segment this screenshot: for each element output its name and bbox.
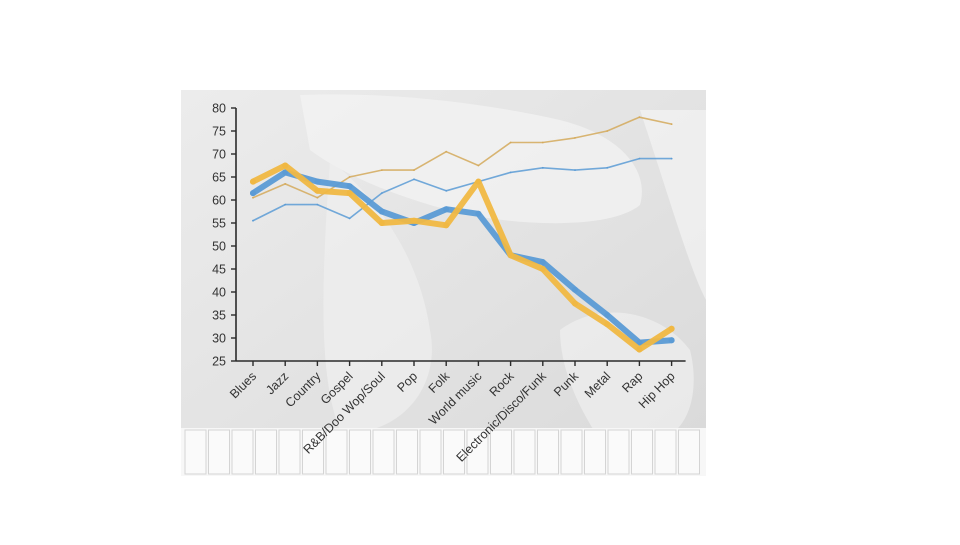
data-point (282, 162, 289, 169)
y-tick-label: 55 (212, 217, 226, 231)
data-point (541, 166, 544, 169)
data-point (509, 141, 512, 144)
data-point (507, 252, 514, 259)
piano-key (584, 429, 606, 475)
y-tick-label: 60 (212, 194, 226, 208)
data-point (668, 337, 675, 344)
piano-key (184, 429, 207, 475)
series-layer (250, 116, 675, 353)
data-point (316, 196, 319, 199)
data-point (636, 339, 643, 346)
y-tick-label: 45 (212, 263, 226, 277)
piano-key (325, 429, 348, 475)
data-point (348, 176, 351, 178)
data-point (606, 130, 609, 132)
y-tick-label: 25 (212, 355, 226, 369)
piano-key (302, 429, 324, 475)
data-point (445, 189, 448, 192)
data-point (443, 206, 450, 213)
data-point (670, 123, 673, 125)
piano-key (278, 429, 301, 475)
data-point (378, 208, 385, 215)
data-point (638, 116, 641, 119)
data-point (539, 259, 546, 266)
piano-keys-decoration (184, 429, 700, 475)
data-point (314, 178, 321, 185)
piano-key (654, 429, 677, 475)
data-point (250, 178, 256, 185)
data-point (348, 217, 351, 220)
piano-key (372, 429, 395, 475)
piano-key (419, 429, 442, 475)
data-point (380, 169, 383, 172)
y-tick-label: 40 (212, 286, 226, 300)
y-tick-label: 80 (212, 102, 226, 116)
piano-key (255, 429, 277, 475)
data-point (539, 266, 546, 272)
y-tick-label: 50 (212, 240, 226, 254)
data-point (346, 190, 353, 197)
data-point (252, 196, 254, 199)
data-point (668, 325, 675, 332)
data-point (413, 178, 415, 181)
series-line-2 (250, 162, 675, 353)
piano-key (537, 429, 559, 475)
data-point (638, 157, 641, 160)
data-point (284, 183, 287, 185)
series-line-1 (250, 169, 675, 346)
piano-key (349, 429, 371, 475)
data-point (380, 192, 383, 195)
data-point (314, 187, 321, 194)
data-point (604, 312, 611, 318)
data-point (509, 171, 512, 174)
data-point (604, 321, 611, 328)
piano-key (513, 429, 536, 475)
piano-key (631, 429, 653, 475)
series-line-3 (252, 157, 673, 222)
data-point (443, 222, 450, 229)
series-line-4 (252, 116, 673, 199)
data-point (572, 286, 578, 293)
data-point (413, 169, 415, 172)
y-tick-label: 35 (212, 309, 226, 323)
data-point (636, 346, 643, 353)
data-point (316, 203, 319, 206)
data-point (477, 164, 480, 167)
y-tick-label: 65 (212, 171, 226, 185)
piano-key (607, 429, 630, 475)
piano-key (466, 429, 489, 475)
data-point (475, 178, 482, 185)
data-point (574, 137, 576, 139)
data-point (250, 190, 256, 197)
data-point (541, 141, 544, 144)
y-tick-label: 30 (212, 332, 226, 346)
y-tick-label: 70 (212, 148, 226, 162)
data-point (572, 300, 578, 307)
piano-key (443, 429, 465, 475)
piano-key (396, 429, 418, 475)
data-point (475, 210, 482, 217)
data-point (252, 219, 254, 222)
y-tick-label: 75 (212, 125, 226, 139)
data-point (606, 166, 609, 169)
data-point (284, 203, 287, 206)
data-point (346, 183, 353, 190)
piano-key (678, 429, 700, 475)
piano-key (231, 429, 254, 475)
data-point (282, 169, 289, 176)
data-point (378, 220, 385, 226)
data-point (670, 157, 673, 160)
background-photo (181, 90, 706, 476)
piano-key (560, 429, 583, 475)
data-point (574, 169, 576, 172)
data-point (445, 150, 448, 153)
piano-key (208, 429, 230, 475)
piano-key (490, 429, 512, 475)
data-point (411, 217, 417, 224)
